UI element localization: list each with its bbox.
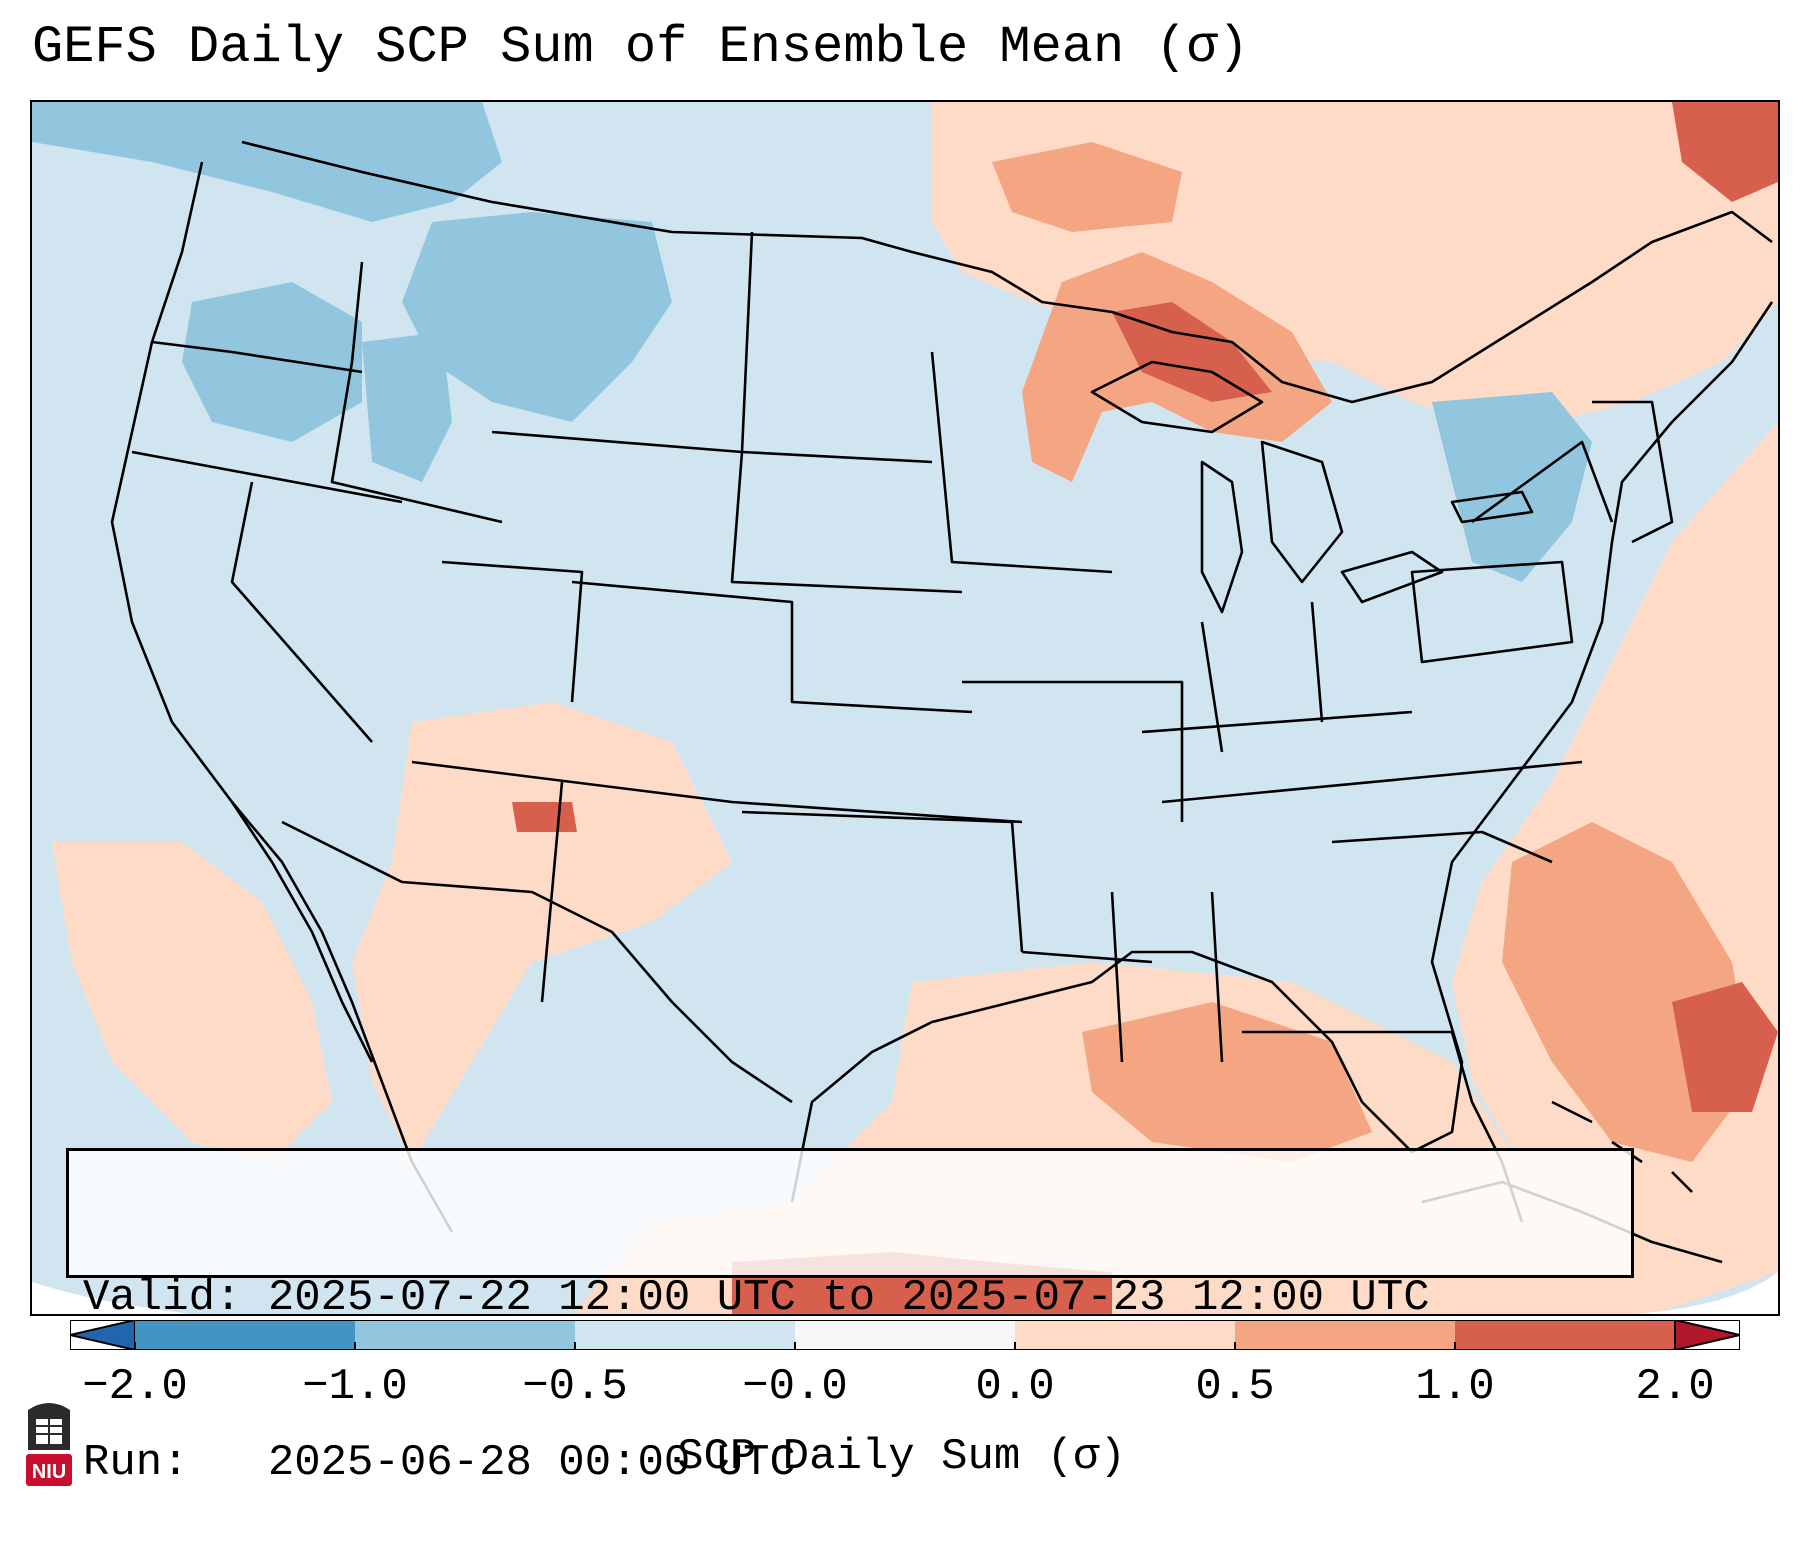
anomaly-region-new-york xyxy=(1432,392,1592,582)
colorbar-tick-label: 0.0 xyxy=(975,1362,1055,1412)
colorbar-segment xyxy=(795,1320,1016,1350)
colorbar xyxy=(70,1320,1740,1350)
state-line-ut-co xyxy=(441,560,584,703)
colorbar-segment xyxy=(1455,1320,1676,1350)
west-coast xyxy=(110,161,454,1233)
state-line-tn-ky xyxy=(1161,760,1583,804)
anomaly-region-pacific xyxy=(52,842,332,1162)
anomaly-region-upper-lakes xyxy=(1112,302,1272,402)
state-line-co-ks xyxy=(571,580,973,714)
state-line-or-ca xyxy=(131,450,403,504)
colorbar-tick-label: −2.0 xyxy=(82,1362,188,1412)
page-title: GEFS Daily SCP Sum of Ensemble Mean (σ) xyxy=(32,18,1249,77)
anomaly-region-new-mexico-max xyxy=(512,802,577,832)
state-line-mt-wy xyxy=(491,430,743,454)
colorbar-segment xyxy=(135,1320,356,1350)
anomaly-region-montana xyxy=(402,212,672,422)
map-panel xyxy=(30,100,1780,1316)
colorbar-tick-label: −0.5 xyxy=(522,1362,628,1412)
logo-text: NIU xyxy=(32,1461,66,1483)
colorbar-tick-label: 0.5 xyxy=(1195,1362,1275,1412)
state-line-mo xyxy=(962,680,1184,822)
state-line-az-nm xyxy=(411,760,1023,824)
state-line-pa xyxy=(1410,560,1574,664)
colorbar-segment xyxy=(1015,1320,1236,1350)
baja-peninsula xyxy=(230,801,374,1063)
state-line-ky-ohio xyxy=(1141,710,1413,734)
run-label: Run: xyxy=(83,1438,189,1488)
lake-ontario xyxy=(1450,490,1534,524)
state-and-coast-borders xyxy=(110,140,1774,1264)
state-line-nc-sc xyxy=(1331,830,1553,864)
run-value: 2025-06-28 00:00 UTC xyxy=(267,1438,796,1488)
valid-value: 2025-07-22 12:00 UTC to 2025-07-23 12:00… xyxy=(267,1273,1430,1323)
colorbar-over-extension xyxy=(1674,1320,1740,1350)
gulf-coast xyxy=(790,301,1774,1203)
state-line-nm-tx xyxy=(540,781,564,1003)
state-line-ar-la xyxy=(1021,950,1153,964)
state-line-oh-in xyxy=(1200,601,1324,753)
us-canada-border xyxy=(241,140,1773,404)
state-line-mn-ia xyxy=(930,351,1113,574)
state-line-sd-ne xyxy=(741,450,933,464)
valid-label: Valid: xyxy=(83,1273,242,1323)
colorbar-tick-label: −0.0 xyxy=(742,1362,848,1412)
valid-row: Valid: 2025-07-22 12:00 UTC to 2025-07-2… xyxy=(83,1271,1617,1326)
state-line-id-mt xyxy=(330,261,503,524)
anomaly-region-atlantic-max xyxy=(1672,982,1778,1112)
colorbar-segment xyxy=(575,1320,796,1350)
anomaly-region-far-northeast xyxy=(1672,102,1778,202)
state-line-dakotas xyxy=(730,231,963,594)
colorbar-tick-labels: −2.0 −1.0 −0.5 −0.0 0.0 0.5 1.0 2.0 xyxy=(0,1362,1803,1422)
state-line-nv xyxy=(230,481,373,743)
colorbar-tick-label: 2.0 xyxy=(1635,1362,1715,1412)
us-mexico-border xyxy=(281,820,793,1104)
map-svg xyxy=(32,102,1778,1314)
lake-michigan xyxy=(1200,460,1244,614)
state-line-wa-or xyxy=(151,340,363,374)
anomaly-region-gulf-core xyxy=(1082,1002,1372,1162)
state-line-ne xyxy=(1592,400,1674,544)
colorbar-tick-label: −1.0 xyxy=(302,1362,408,1412)
state-line-ms-al xyxy=(1110,891,1224,1063)
lake-huron xyxy=(1260,440,1344,584)
lake-superior xyxy=(1090,360,1264,434)
run-row: Run: 2025-06-28 00:00 UTC xyxy=(83,1436,1617,1491)
colorbar-segment xyxy=(1235,1320,1456,1350)
state-line-ok xyxy=(741,810,1024,953)
lake-erie xyxy=(1340,550,1444,604)
niu-logo: NIU xyxy=(26,1403,72,1486)
negative-anomaly-cells xyxy=(32,102,1592,582)
anomaly-region-northwest-canada xyxy=(32,102,502,222)
anomaly-region-pacific-nw xyxy=(182,282,362,442)
validity-info-box: Valid: 2025-07-22 12:00 UTC to 2025-07-2… xyxy=(66,1148,1634,1488)
anomaly-region-canada-ne xyxy=(992,142,1182,232)
anomaly-region-southwest xyxy=(352,702,732,1162)
colorbar-under-extension xyxy=(70,1320,136,1350)
state-line-ny xyxy=(1471,440,1614,524)
colorbar-title: SCP Daily Sum (σ) xyxy=(677,1432,1126,1482)
anomaly-region-idaho xyxy=(362,332,452,482)
colorbar-segment xyxy=(355,1320,576,1350)
colorbar-tick-label: 1.0 xyxy=(1415,1362,1495,1412)
